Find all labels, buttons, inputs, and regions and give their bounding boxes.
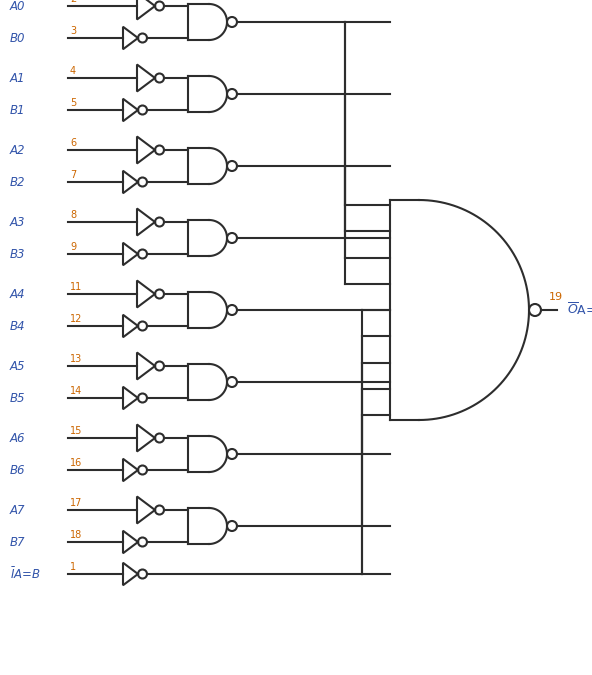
Text: 14: 14 [70,386,82,396]
Text: B7: B7 [10,535,25,549]
Text: 5: 5 [70,98,76,108]
Text: A4: A4 [10,288,25,300]
Text: A1: A1 [10,72,25,84]
Text: B6: B6 [10,464,25,477]
Text: 6: 6 [70,138,76,148]
Text: A2: A2 [10,144,25,157]
Text: B3: B3 [10,248,25,261]
Text: B2: B2 [10,176,25,188]
Text: A7: A7 [10,504,25,516]
Text: 1: 1 [70,562,76,572]
Text: A6: A6 [10,431,25,445]
Text: 18: 18 [70,530,82,540]
Text: A5: A5 [10,360,25,373]
Text: 4: 4 [70,66,76,76]
Text: 16: 16 [70,458,82,468]
Text: 19: 19 [549,292,563,302]
Text: B0: B0 [10,32,25,45]
Text: 7: 7 [70,170,76,180]
Text: $\bar{I}$A=B: $\bar{I}$A=B [10,566,41,582]
Text: 2: 2 [70,0,76,4]
Text: 17: 17 [70,498,82,508]
Text: 15: 15 [70,426,82,436]
Text: B1: B1 [10,103,25,117]
Text: A0: A0 [10,0,25,13]
Text: 12: 12 [70,314,82,324]
Text: 11: 11 [70,282,82,292]
Text: 8: 8 [70,210,76,220]
Text: B4: B4 [10,319,25,333]
Text: B5: B5 [10,392,25,404]
Text: 9: 9 [70,242,76,252]
Text: 3: 3 [70,26,76,36]
Text: 13: 13 [70,354,82,364]
Text: $\overline{O}$A=B: $\overline{O}$A=B [567,302,592,318]
Text: A3: A3 [10,215,25,229]
